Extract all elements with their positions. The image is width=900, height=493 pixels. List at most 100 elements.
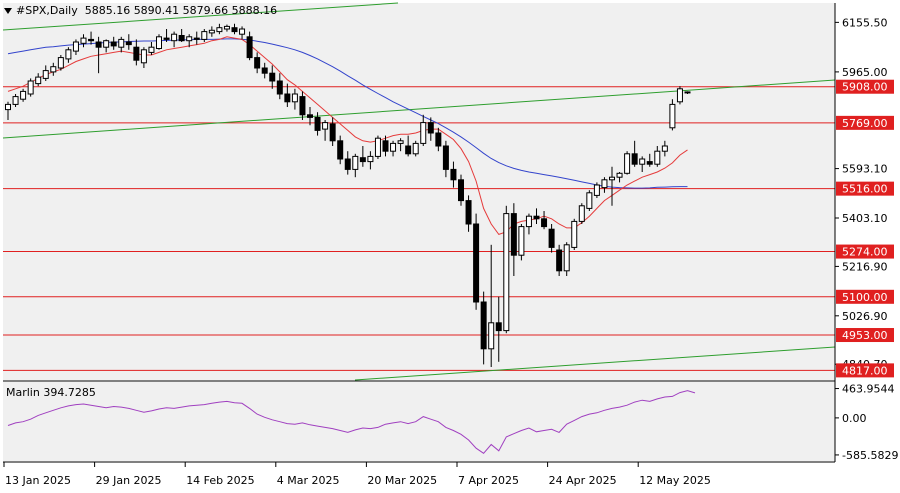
dropdown-triangle-icon[interactable]: [4, 8, 12, 14]
candle-body: [405, 145, 412, 155]
time-tick-label: 4 Mar 2025: [277, 474, 340, 487]
level-tag: [836, 181, 894, 196]
price-tick-label: 6155.50: [842, 16, 888, 29]
osc-tick-label: -585.5829: [842, 449, 898, 462]
candle: [284, 83, 291, 107]
candle: [352, 153, 359, 178]
candle-body: [533, 215, 540, 220]
candle-body: [178, 35, 185, 42]
candle: [367, 151, 374, 170]
candle: [397, 138, 404, 152]
candle: [269, 65, 276, 89]
candle: [88, 31, 95, 45]
candle-body: [390, 142, 397, 152]
candle-body: [616, 172, 623, 178]
candle: [201, 29, 208, 42]
candle: [503, 205, 510, 334]
candle: [435, 127, 442, 152]
candle-body: [586, 192, 593, 209]
candle-body: [480, 301, 487, 350]
time-tick-label: 13 Jan 2025: [5, 474, 71, 487]
candle: [450, 161, 457, 188]
candle-body: [307, 114, 313, 118]
candle: [420, 114, 427, 146]
candle: [556, 244, 563, 276]
candle: [299, 91, 306, 120]
candle: [171, 31, 178, 48]
candle: [661, 140, 668, 157]
candle: [140, 47, 147, 68]
time-tick-label: 7 Apr 2025: [458, 474, 519, 487]
candle-body: [269, 72, 276, 82]
candle: [337, 135, 344, 165]
candle: [465, 195, 472, 232]
candle: [405, 135, 412, 157]
candle-body: [556, 249, 563, 272]
candle: [118, 36, 125, 53]
candle-body: [646, 161, 653, 165]
candle: [427, 117, 434, 141]
candle-body: [27, 80, 34, 95]
candle: [231, 23, 238, 35]
time-tick-label: 14 Feb 2025: [186, 474, 254, 487]
candle: [95, 36, 102, 74]
channel-lower-line: [354, 346, 836, 381]
candle-body: [518, 226, 525, 256]
candle: [480, 291, 487, 365]
candle-body: [35, 76, 42, 85]
candle-body: [427, 122, 434, 134]
candle-body: [322, 122, 329, 130]
candle: [193, 31, 200, 45]
candle-body: [50, 66, 57, 73]
candle: [80, 34, 87, 48]
candle: [103, 39, 110, 53]
candle: [495, 296, 502, 362]
candle-body: [133, 46, 140, 61]
candle: [382, 135, 389, 157]
candle: [291, 88, 298, 110]
candle-body: [156, 36, 162, 49]
candle-body: [291, 93, 298, 103]
candle-body: [654, 150, 661, 165]
candle: [563, 242, 570, 276]
candle-body: [72, 41, 79, 52]
candlesticks: [5, 23, 691, 367]
oscillator-axis-ticks: 463.9544 0.00 -585.5829: [835, 383, 898, 462]
candle: [669, 99, 676, 131]
candle: [344, 151, 351, 175]
oscillator-name: Marlin: [6, 386, 40, 399]
marlin-oscillator-line: [7, 390, 696, 454]
candle: [208, 26, 215, 37]
candle: [571, 218, 578, 250]
candle-body: [420, 122, 427, 144]
candle-body: [669, 103, 676, 129]
candle: [586, 190, 593, 211]
candle-body: [95, 41, 102, 48]
candle: [631, 140, 638, 167]
candle-body: [578, 205, 585, 222]
candle-body: [382, 140, 389, 152]
candle: [359, 146, 366, 167]
candle-body: [510, 213, 517, 256]
candle: [186, 34, 193, 48]
candle-body: [397, 140, 404, 144]
candle-body: [374, 137, 381, 157]
level-tag: [836, 328, 894, 343]
level-tag: [836, 79, 894, 94]
candle: [50, 62, 57, 76]
candle-body: [88, 38, 95, 42]
candle-body: [299, 96, 306, 116]
candle-body: [148, 46, 155, 53]
level-tag-text: 4953.00: [842, 329, 888, 342]
candle-body: [201, 31, 208, 40]
time-tick-label: 20 Mar 2025: [367, 474, 437, 487]
candle-body: [186, 36, 193, 42]
price-tick-label: 5965.00: [842, 66, 888, 79]
candle-body: [601, 179, 608, 189]
candle-body: [541, 218, 548, 228]
oscillator-value: 394.7285: [43, 386, 96, 399]
candle-body: [223, 25, 230, 30]
candle-body: [548, 228, 555, 248]
candle-body: [684, 91, 691, 94]
